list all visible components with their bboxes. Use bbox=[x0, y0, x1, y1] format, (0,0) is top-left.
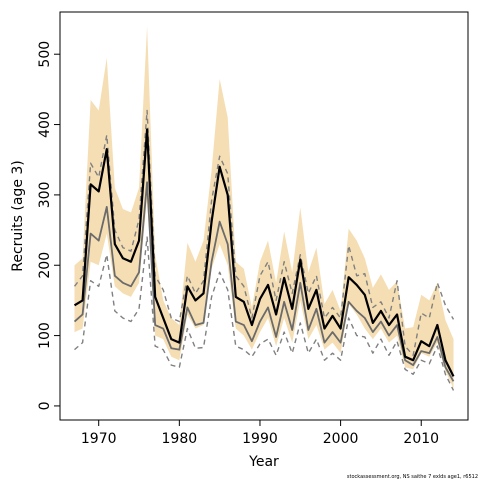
y-axis-label: Recruits (age 3) bbox=[10, 160, 26, 272]
x-tick-label: 2010 bbox=[403, 431, 439, 447]
inner-gray-line bbox=[73, 181, 455, 382]
lower-dashed-line bbox=[74, 236, 455, 391]
y-tick-label: 300 bbox=[37, 182, 53, 209]
y-tick-label: 500 bbox=[37, 41, 53, 68]
y-tick-label: 0 bbox=[37, 401, 53, 410]
x-tick-label: 1990 bbox=[242, 431, 278, 447]
series-lines-layer bbox=[73, 109, 455, 391]
axes-layer: 1970 1980 1990 2000 2010 0 100 200 300 400 500 bbox=[37, 41, 439, 447]
confidence-band-layer bbox=[74, 26, 454, 389]
recruitment-estimate-line bbox=[73, 128, 455, 377]
upper-dashed-line bbox=[73, 109, 455, 356]
y-tick-label: 400 bbox=[37, 111, 53, 138]
source-caption: stockassessment.org, NS saithe 7 exlds a… bbox=[347, 474, 478, 480]
x-axis-label: Year bbox=[248, 454, 279, 470]
y-tick-label: 100 bbox=[37, 322, 53, 349]
y-tick-label: 200 bbox=[37, 252, 53, 279]
x-tick-label: 1970 bbox=[81, 431, 117, 447]
confidence-band bbox=[74, 26, 454, 389]
x-tick-label: 1980 bbox=[162, 431, 198, 447]
x-tick-label: 2000 bbox=[323, 431, 359, 447]
